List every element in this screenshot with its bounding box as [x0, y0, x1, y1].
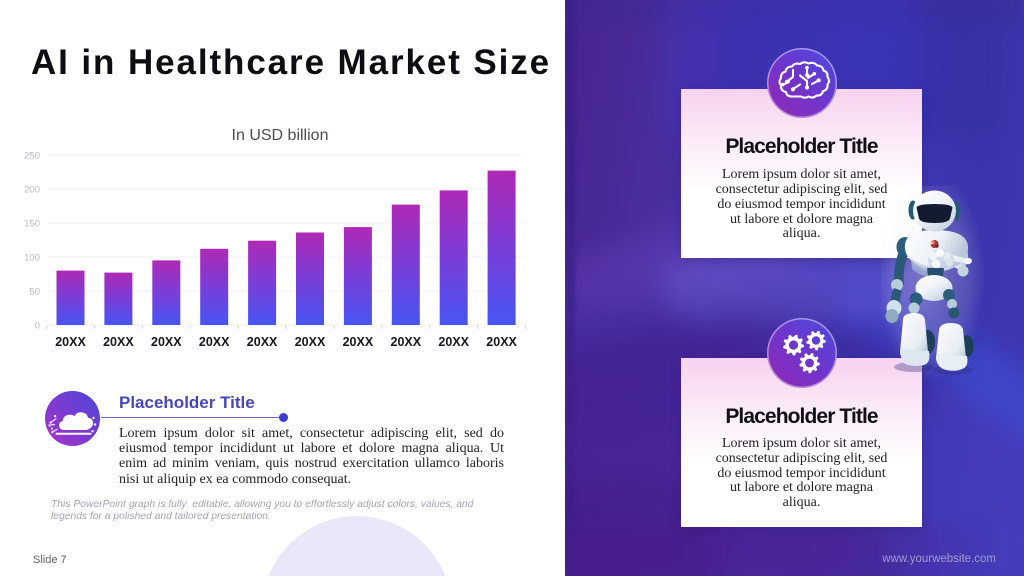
svg-text:20XX: 20XX — [199, 335, 230, 349]
svg-text:20XX: 20XX — [151, 335, 182, 349]
svg-text:200: 200 — [24, 185, 40, 196]
svg-text:50: 50 — [29, 287, 40, 298]
svg-text:100: 100 — [24, 253, 40, 264]
svg-text:20XX: 20XX — [55, 335, 86, 349]
svg-text:20XX: 20XX — [343, 335, 374, 349]
svg-text:20XX: 20XX — [103, 335, 134, 349]
svg-text:150: 150 — [24, 219, 40, 230]
svg-text:0: 0 — [35, 321, 40, 332]
svg-text:20XX: 20XX — [391, 335, 422, 349]
svg-text:20XX: 20XX — [438, 335, 469, 349]
svg-text:20XX: 20XX — [247, 335, 278, 349]
svg-text:20XX: 20XX — [486, 335, 517, 349]
svg-text:20XX: 20XX — [295, 335, 326, 349]
svg-text:250: 250 — [24, 151, 40, 162]
